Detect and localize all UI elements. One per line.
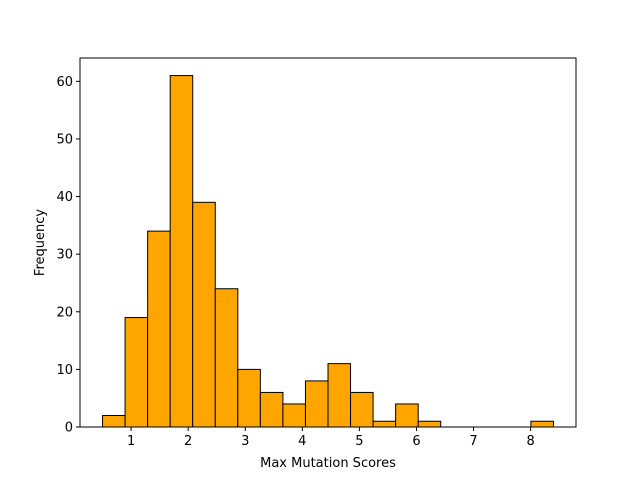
y-tick-label: 20 xyxy=(56,305,73,320)
y-tick-label: 0 xyxy=(65,421,73,436)
x-tick-label: 6 xyxy=(412,434,420,449)
x-tick-label: 8 xyxy=(526,434,534,449)
y-tick-label: 60 xyxy=(56,75,73,90)
histogram-bar xyxy=(372,420,397,428)
histogram-bar xyxy=(192,201,216,428)
histogram-bar xyxy=(304,380,329,428)
y-axis-ticks: 0 10 20 30 40 50 60 xyxy=(56,75,80,436)
y-tick-label: 50 xyxy=(56,132,73,147)
histogram-bar xyxy=(124,317,149,428)
histogram-bar xyxy=(237,368,261,428)
histogram-bar xyxy=(395,403,419,428)
histogram-bar xyxy=(417,420,442,428)
x-tick-label: 4 xyxy=(298,434,306,449)
histogram-bar xyxy=(147,230,171,428)
bars-group xyxy=(102,75,554,428)
histogram-bar xyxy=(282,403,306,428)
x-tick-label: 5 xyxy=(355,434,363,449)
x-tick-label: 7 xyxy=(469,434,477,449)
plot-frame xyxy=(79,57,577,428)
x-tick-label: 2 xyxy=(184,434,192,449)
x-tick-label: 1 xyxy=(127,434,135,449)
y-axis-label: Frequency xyxy=(33,209,48,276)
histogram-bar xyxy=(102,414,126,428)
histogram-bar xyxy=(259,391,284,428)
histogram-bar xyxy=(530,420,554,428)
y-tick-label: 30 xyxy=(56,248,73,263)
x-axis-ticks: 1 2 3 4 5 6 7 8 xyxy=(127,427,535,449)
histogram-bar xyxy=(214,288,239,428)
histogram-bar xyxy=(350,391,374,428)
y-tick-label: 10 xyxy=(56,363,73,378)
x-tick-label: 3 xyxy=(241,434,249,449)
histogram-bar xyxy=(327,363,352,428)
y-tick-label: 40 xyxy=(56,190,73,205)
x-axis-label: Max Mutation Scores xyxy=(260,456,396,471)
histogram-bar xyxy=(169,75,194,428)
